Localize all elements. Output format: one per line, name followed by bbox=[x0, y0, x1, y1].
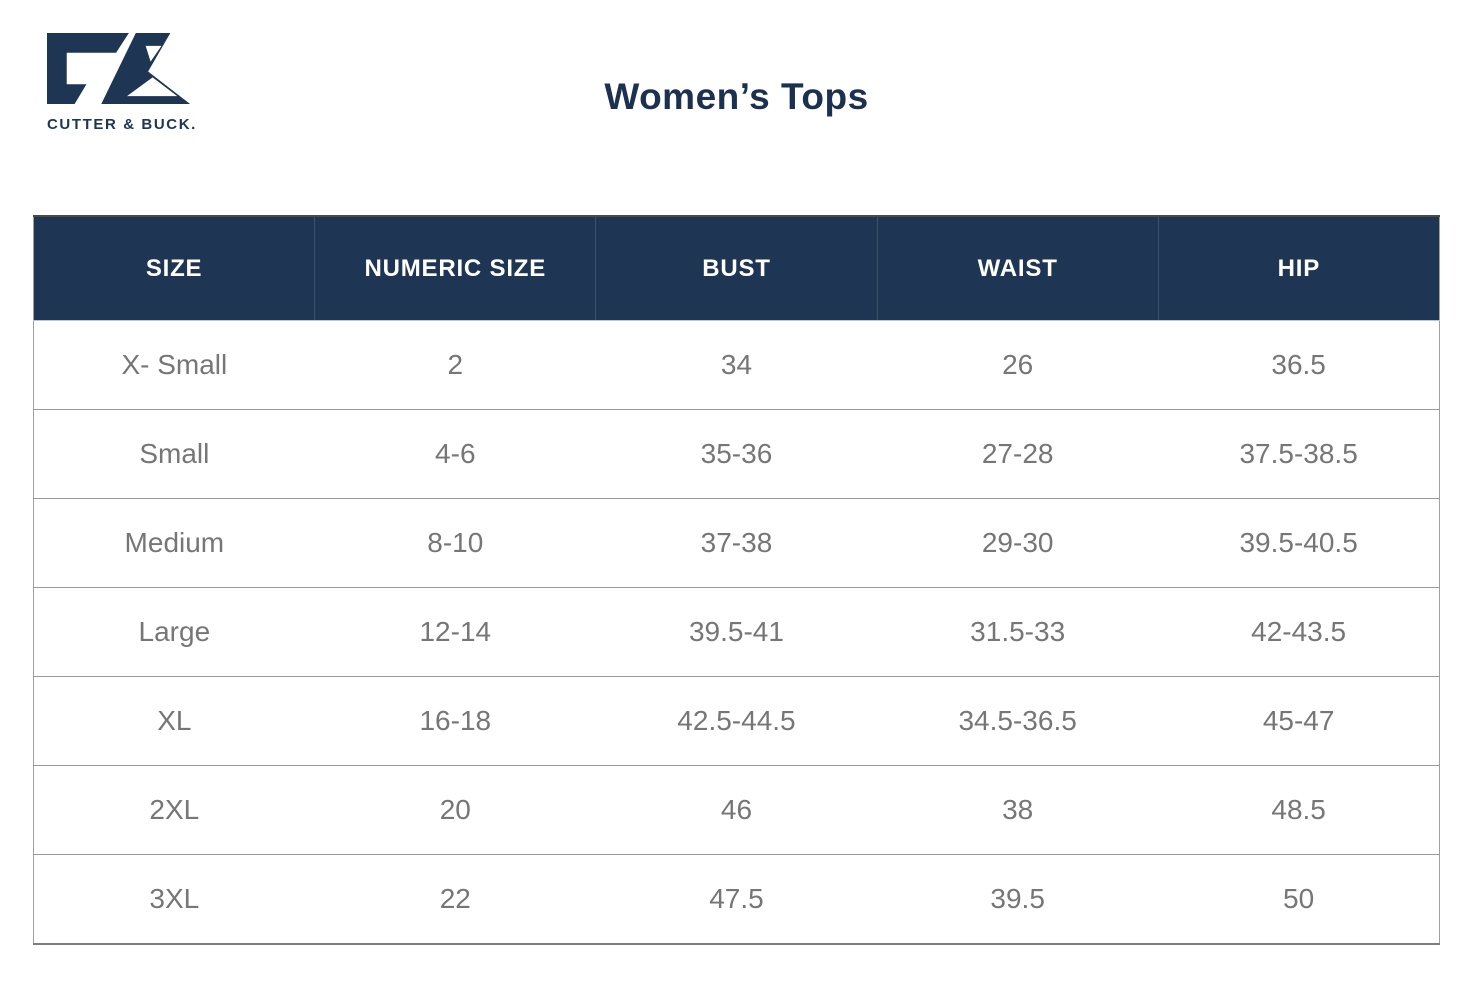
table-cell: 34 bbox=[595, 320, 878, 410]
column-header-size: SIZE bbox=[33, 215, 315, 321]
table-cell: 47.5 bbox=[595, 854, 878, 945]
table-cell: XL bbox=[33, 676, 315, 766]
page-title: Women’s Tops bbox=[604, 76, 869, 117]
table-row-small: Small 4-6 35-36 27-28 37.5-38.5 bbox=[33, 409, 1440, 499]
table-cell: 16-18 bbox=[314, 676, 596, 766]
table-cell: 36.5 bbox=[1158, 320, 1440, 410]
table-cell: 42-43.5 bbox=[1158, 587, 1440, 677]
table-cell: 38 bbox=[877, 765, 1159, 855]
table-cell: 2XL bbox=[33, 765, 315, 855]
table-cell: 37.5-38.5 bbox=[1158, 409, 1440, 499]
table-cell: 20 bbox=[314, 765, 596, 855]
brand-wordmark: CUTTER & BUCK. bbox=[47, 116, 197, 133]
table-cell: 27-28 bbox=[877, 409, 1159, 499]
cutter-buck-monogram-icon bbox=[47, 33, 191, 105]
table-cell: 35-36 bbox=[595, 409, 878, 499]
table-cell: 3XL bbox=[33, 854, 315, 945]
table-row-medium: Medium 8-10 37-38 29-30 39.5-40.5 bbox=[33, 498, 1440, 588]
table-cell: 46 bbox=[595, 765, 878, 855]
table-cell: Small bbox=[33, 409, 315, 499]
table-cell: 50 bbox=[1158, 854, 1440, 945]
table-row-2xl: 2XL 20 46 38 48.5 bbox=[33, 765, 1440, 855]
table-cell: 31.5-33 bbox=[877, 587, 1159, 677]
table-cell: 34.5-36.5 bbox=[877, 676, 1159, 766]
table-cell: 26 bbox=[877, 320, 1159, 410]
column-header-waist: WAIST bbox=[876, 215, 1159, 321]
table-cell: 4-6 bbox=[314, 409, 596, 499]
table-cell: Large bbox=[33, 587, 315, 677]
table-row-3xl: 3XL 22 47.5 39.5 50 bbox=[33, 854, 1440, 945]
table-cell: 2 bbox=[314, 320, 596, 410]
table-cell: 8-10 bbox=[314, 498, 596, 588]
brand-logo: CUTTER & BUCK. bbox=[47, 33, 207, 133]
table-cell: 42.5-44.5 bbox=[595, 676, 878, 766]
header-row: SIZE NUMERIC SIZE BUST WAIST HIP bbox=[33, 215, 1440, 321]
table-header: SIZE NUMERIC SIZE BUST WAIST HIP bbox=[33, 215, 1440, 321]
table-cell: 39.5-40.5 bbox=[1158, 498, 1440, 588]
column-header-hip: HIP bbox=[1157, 215, 1440, 321]
table-cell: 22 bbox=[314, 854, 596, 945]
table-row-xsmall: X- Small 2 34 26 36.5 bbox=[33, 320, 1440, 410]
table-cell: 29-30 bbox=[877, 498, 1159, 588]
table-cell: 39.5 bbox=[877, 854, 1159, 945]
table-cell: 45-47 bbox=[1158, 676, 1440, 766]
table-row-xl: XL 16-18 42.5-44.5 34.5-36.5 45-47 bbox=[33, 676, 1440, 766]
column-header-numeric-size: NUMERIC SIZE bbox=[314, 215, 596, 321]
table-cell: 48.5 bbox=[1158, 765, 1440, 855]
table-cell: 37-38 bbox=[595, 498, 878, 588]
table-cell: 39.5-41 bbox=[595, 587, 878, 677]
size-chart-table: SIZE NUMERIC SIZE BUST WAIST HIP X- Smal… bbox=[33, 215, 1440, 945]
table-cell: Medium bbox=[33, 498, 315, 588]
column-header-bust: BUST bbox=[595, 215, 878, 321]
table-body: X- Small 2 34 26 36.5 Small 4-6 35-36 27… bbox=[33, 320, 1440, 945]
table-cell: 12-14 bbox=[314, 587, 596, 677]
table-row-large: Large 12-14 39.5-41 31.5-33 42-43.5 bbox=[33, 587, 1440, 677]
table-cell: X- Small bbox=[33, 320, 315, 410]
